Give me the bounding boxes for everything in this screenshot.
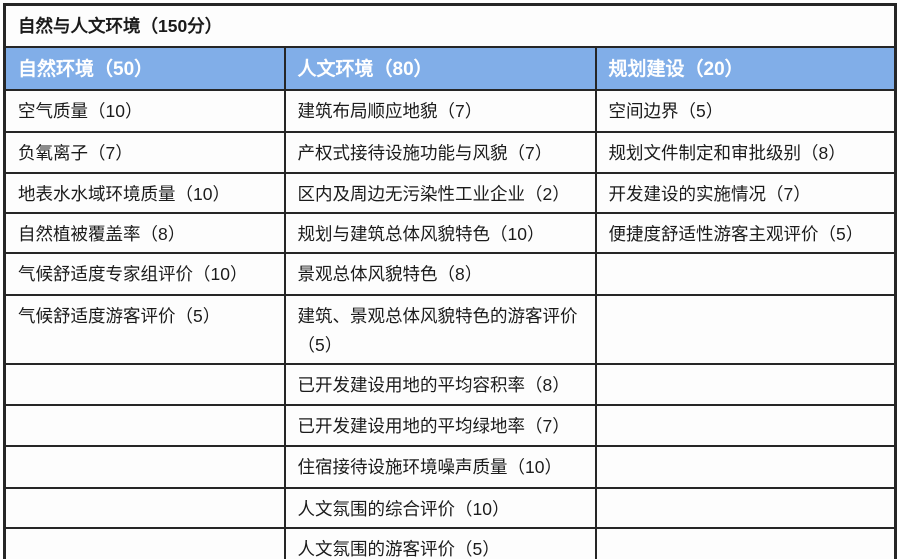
table-row: 人文氛围的游客评价（5）	[3, 526, 897, 559]
table-cell	[594, 363, 897, 407]
table-cell: 气候舒适度游客评价（5）	[3, 294, 286, 366]
table-cell: 气候舒适度专家组评价（10）	[3, 252, 286, 297]
table-cell	[3, 404, 286, 447]
table-header-row: 自然环境（50） 人文环境（80） 规划建设（20）	[3, 45, 897, 92]
table-row: 自然植被覆盖率（8） 规划与建筑总体风貌特色（10） 便捷度舒适性游客主观评价（…	[3, 211, 897, 255]
table-cell: 便捷度舒适性游客主观评价（5）	[594, 211, 897, 255]
table-title-row: 自然与人文环境（150分）	[3, 3, 897, 48]
table-cell	[3, 444, 286, 489]
table-cell	[3, 526, 286, 559]
score-table: 自然与人文环境（150分） 自然环境（50） 人文环境（80） 规划建设（20）…	[3, 3, 898, 559]
table-cell: 区内及周边无污染性工业企业（2）	[283, 171, 597, 214]
table-cell	[594, 444, 897, 489]
table-cell: 建筑布局顺应地貌（7）	[283, 89, 597, 134]
table-cell: 人文氛围的综合评价（10）	[283, 486, 597, 529]
table-row: 住宿接待设施环境噪声质量（10）	[3, 444, 897, 489]
table-cell: 产权式接待设施功能与风貌（7）	[283, 131, 597, 174]
table-row: 气候舒适度游客评价（5） 建筑、景观总体风貌特色的游客评价（5）	[3, 294, 897, 366]
table-row: 空气质量（10） 建筑布局顺应地貌（7） 空间边界（5）	[3, 89, 897, 134]
table-cell	[594, 294, 897, 366]
table-row: 已开发建设用地的平均绿地率（7）	[3, 404, 897, 447]
table-cell: 开发建设的实施情况（7）	[594, 171, 897, 214]
column-header-humanistic-environment: 人文环境（80）	[283, 45, 597, 92]
table-row: 气候舒适度专家组评价（10） 景观总体风貌特色（8）	[3, 252, 897, 297]
table-cell	[594, 404, 897, 447]
table-cell	[594, 252, 897, 297]
table-cell	[594, 486, 897, 529]
table-cell: 空气质量（10）	[3, 89, 286, 134]
table-cell	[3, 363, 286, 407]
column-header-natural-environment: 自然环境（50）	[3, 45, 286, 92]
table-row: 地表水水域环境质量（10） 区内及周边无污染性工业企业（2） 开发建设的实施情况…	[3, 171, 897, 214]
table-cell: 负氧离子（7）	[3, 131, 286, 174]
table-cell: 建筑、景观总体风貌特色的游客评价（5）	[283, 294, 597, 366]
table-row: 人文氛围的综合评价（10）	[3, 486, 897, 529]
table-cell: 已开发建设用地的平均绿地率（7）	[283, 404, 597, 447]
table-cell: 景观总体风貌特色（8）	[283, 252, 597, 297]
table-cell: 地表水水域环境质量（10）	[3, 171, 286, 214]
page-title: 自然与人文环境（150分）	[3, 3, 897, 48]
table-cell	[3, 486, 286, 529]
column-header-planning-construction: 规划建设（20）	[594, 45, 897, 92]
table-cell	[594, 526, 897, 559]
table-cell: 规划与建筑总体风貌特色（10）	[283, 211, 597, 255]
table-row: 负氧离子（7） 产权式接待设施功能与风貌（7） 规划文件制定和审批级别（8）	[3, 131, 897, 174]
table-cell: 规划文件制定和审批级别（8）	[594, 131, 897, 174]
table-cell: 已开发建设用地的平均容积率（8）	[283, 363, 597, 407]
table-cell: 空间边界（5）	[594, 89, 897, 134]
table-cell: 人文氛围的游客评价（5）	[283, 526, 597, 559]
table-cell: 住宿接待设施环境噪声质量（10）	[283, 444, 597, 489]
table-row: 已开发建设用地的平均容积率（8）	[3, 363, 897, 407]
table-cell: 自然植被覆盖率（8）	[3, 211, 286, 255]
